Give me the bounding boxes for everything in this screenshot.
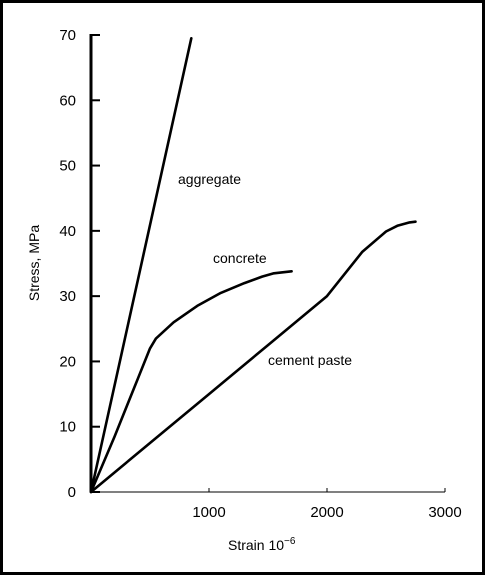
x-tick-label: 2000 (310, 504, 343, 521)
y-tick-label: 60 (59, 92, 76, 109)
y-axis-title: Stress, MPa (26, 225, 42, 301)
y-tick-label: 50 (59, 158, 76, 175)
series-label-concrete: concrete (213, 250, 267, 266)
y-tick-label: 20 (59, 353, 76, 370)
axes (89, 34, 445, 493)
y-ticks: 0 10 20 30 40 50 60 70 (59, 27, 100, 501)
series-labels: aggregate concrete cement paste (178, 171, 352, 368)
series-lines (89, 36, 417, 494)
x-axis-title: Strain 10−6 (228, 536, 296, 553)
series-label-aggregate: aggregate (178, 171, 241, 187)
series-line-concrete (89, 269, 293, 494)
x-ticks: 1000 2000 3000 (192, 488, 462, 521)
x-axis-title-exponent: −6 (284, 536, 296, 547)
series-line-aggregate (89, 36, 193, 494)
y-tick-label: 70 (59, 27, 76, 44)
y-tick-label: 0 (68, 484, 76, 501)
y-tick-label: 40 (59, 223, 76, 240)
x-tick-label: 1000 (192, 504, 225, 521)
series-label-cement-paste: cement paste (268, 352, 352, 368)
y-tick-label: 10 (59, 419, 76, 436)
series-line-cement-paste (89, 220, 417, 494)
x-axis-title-base: Strain 10 (228, 537, 284, 553)
y-tick-label: 30 (59, 288, 76, 305)
x-tick-label: 3000 (428, 504, 461, 521)
